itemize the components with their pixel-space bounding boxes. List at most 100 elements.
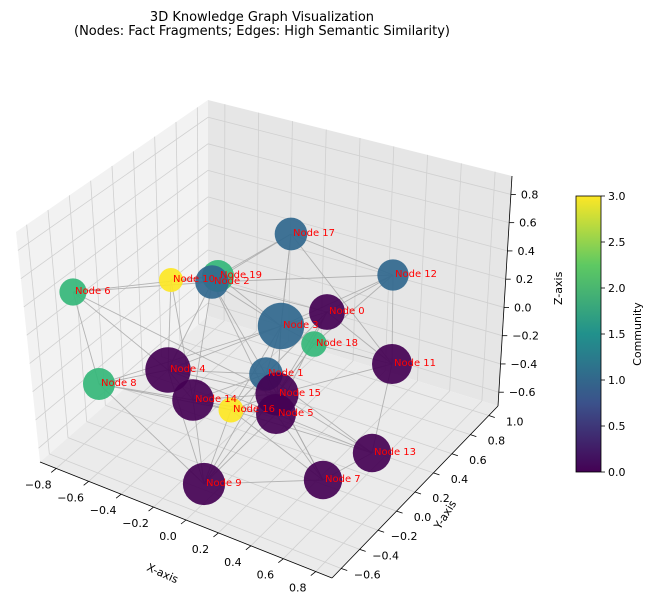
node-label: Node 16 <box>233 404 275 415</box>
grid-line-z-back <box>207 302 499 393</box>
chart-title-line1: 3D Knowledge Graph Visualization <box>150 10 374 25</box>
axis-frame: −0.8−0.6−0.4−0.20.00.20.40.60.8−0.6−0.4−… <box>25 175 539 595</box>
node-label: Node 0 <box>329 306 365 317</box>
colorbar-tick-label: 2.0 <box>608 282 626 295</box>
y-tick-mark <box>359 548 366 552</box>
x-tick-label: 0.0 <box>159 530 177 543</box>
node-label: Node 7 <box>325 474 361 485</box>
node-label: Node 15 <box>279 388 321 399</box>
left-pane <box>16 100 208 462</box>
grid-line-z-back <box>207 143 510 224</box>
node-label: Node 3 <box>283 320 319 331</box>
graph-edge <box>230 409 324 481</box>
y-tick-label: −0.2 <box>391 530 418 543</box>
graph-node <box>172 379 214 421</box>
node-label: Node 19 <box>220 270 262 281</box>
grid-line-z-back <box>207 116 511 195</box>
grid-line-z-left <box>17 116 209 251</box>
graph-edge <box>211 274 394 283</box>
grid-line-z-left <box>23 170 209 308</box>
x-tick-mark <box>83 481 89 486</box>
node-label: Node 1 <box>268 368 304 379</box>
node-label: Node 10 <box>173 274 215 285</box>
graph-node <box>274 217 308 251</box>
z-tick-label: 0.6 <box>519 217 537 230</box>
x-tick-mark <box>115 493 122 499</box>
z-tick-label: 0.4 <box>517 245 535 258</box>
node-label: Node 12 <box>395 269 437 280</box>
z-tick-label: 0.2 <box>516 273 534 286</box>
graph-node <box>257 302 305 350</box>
grid-line-y-left <box>132 151 144 373</box>
grid-line-y <box>161 356 453 455</box>
graph-edge <box>230 409 373 454</box>
node-label: Node 11 <box>394 358 436 369</box>
grid-line-x-back <box>255 112 260 332</box>
graph-edge <box>72 291 278 395</box>
colorbar-tick-label: 1.5 <box>608 328 626 341</box>
z-tick-label: 0.0 <box>514 301 532 314</box>
y-tick-mark <box>377 529 385 533</box>
grid-line-z-back <box>207 249 503 337</box>
colorbar-tick-label: 2.5 <box>608 236 626 249</box>
grid-line-y <box>105 404 397 512</box>
node-label: Node 6 <box>75 286 111 297</box>
graph-node <box>59 278 87 306</box>
colorbar-gradient <box>575 195 602 473</box>
z-tick-label: −0.4 <box>511 358 538 371</box>
x-tick-mark <box>278 558 284 563</box>
grid-line-y <box>49 453 342 569</box>
graph-node <box>83 368 115 400</box>
x-tick-mark <box>213 532 219 538</box>
x-tick-label: −0.2 <box>122 517 149 530</box>
grid-line-z-back <box>207 169 508 252</box>
graph-node <box>352 433 392 473</box>
node-label: Node 5 <box>278 408 314 419</box>
grid-line-y-left <box>175 121 181 341</box>
grid-line-y-left <box>154 136 162 357</box>
x-tick-label: −0.6 <box>57 491 84 504</box>
y-tick-label: 1.0 <box>506 416 524 429</box>
graph-node <box>372 344 412 384</box>
y-tick-mark <box>433 472 440 476</box>
graph-edge <box>290 233 394 276</box>
colorbar-tick-label: 0.0 <box>608 466 626 479</box>
graph-node <box>195 265 229 299</box>
node-label: Node 18 <box>316 338 358 349</box>
colorbar-tick-label: 0.5 <box>608 420 626 433</box>
z-tick-label: 0.8 <box>521 188 539 201</box>
graph-edge <box>72 275 219 293</box>
grid-line-z-back <box>207 276 501 365</box>
x-tick-mark <box>310 571 317 576</box>
node-label: Node 17 <box>293 228 335 239</box>
node-label: Node 8 <box>101 378 137 389</box>
x-tick-mark <box>245 545 252 551</box>
colorbar-label: Community <box>631 302 644 366</box>
graph-nodes <box>59 217 412 506</box>
grid-line-y-left <box>47 209 69 438</box>
z-tick-label: −0.6 <box>509 386 536 399</box>
graph-edge <box>98 383 205 485</box>
y-tick-label: 0.8 <box>488 435 506 448</box>
x-tick-mark <box>50 468 57 473</box>
graph-node <box>256 394 296 434</box>
x-tick-label: −0.4 <box>90 504 117 517</box>
x-tick-label: 0.4 <box>224 556 242 569</box>
grid-line-x-back <box>449 163 462 392</box>
x-tick-mark <box>180 519 187 525</box>
node-label: Node 13 <box>374 447 416 458</box>
x-axis-label: X-axis <box>145 561 181 586</box>
y-tick-label: 0.0 <box>414 511 432 524</box>
graph-node <box>301 331 327 357</box>
chart-title-line2: (Nodes: Fact Fragments; Edges: High Sema… <box>74 24 450 39</box>
graph-edge <box>98 325 282 385</box>
grid-line-y <box>123 388 416 493</box>
grid-line-x-back <box>384 146 395 372</box>
node-label: Node 14 <box>195 394 237 405</box>
y-tick-label: −0.6 <box>354 568 381 581</box>
graph-node <box>159 268 183 292</box>
x-tick-mark <box>148 506 154 512</box>
colorbar-tick-label: 1.0 <box>608 374 626 387</box>
grid-line-x-back <box>417 154 428 382</box>
